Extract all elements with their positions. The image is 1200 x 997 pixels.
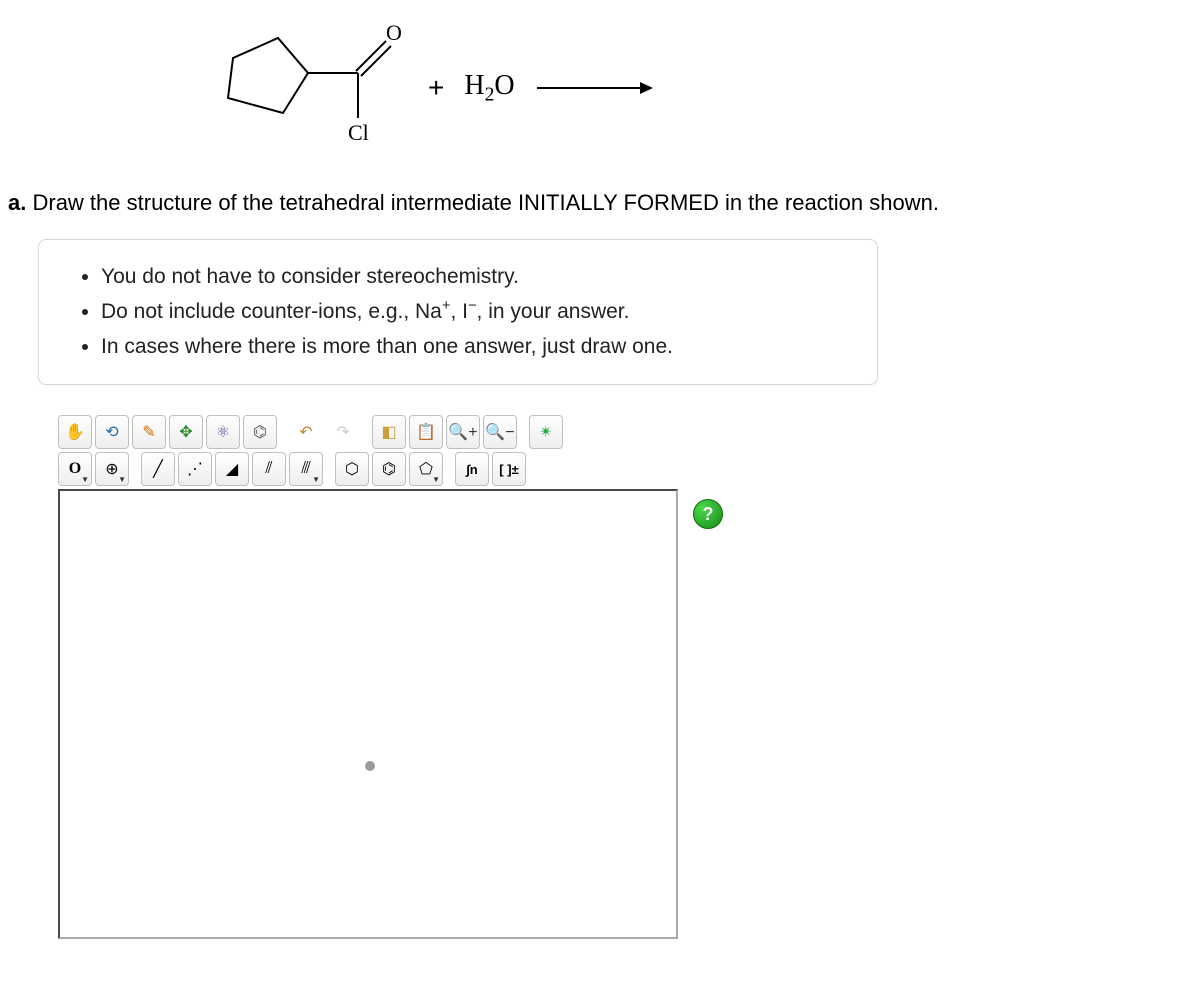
triple-line-tool[interactable]: ⫻▼ <box>289 452 323 486</box>
prompt-text: Draw the structure of the tetrahedral in… <box>32 190 938 215</box>
dropdown-caret-icon: ▼ <box>81 475 89 484</box>
part-label: a. <box>8 190 26 215</box>
ring-tool-pent-icon: ⬠ <box>419 459 433 479</box>
redo-button-icon: ↷ <box>336 422 349 442</box>
question-prompt: a. Draw the structure of the tetrahedral… <box>8 188 1192 219</box>
structure-editor: ✋⟲✎✥⚛⌬↶↷◧📋🔍+🔍−✴ O▼⊕▼╱⋰◢⫽⫻▼⬡⌬⬠▼∫n[ ]± ? <box>58 415 758 939</box>
canvas-center-dot <box>365 761 375 771</box>
chain-tool[interactable]: ∫n <box>455 452 489 486</box>
dotted-bond-tool-icon: ⋰ <box>187 459 203 479</box>
solvent-label: H2O <box>464 70 514 107</box>
undo-button-icon: ↶ <box>299 422 312 442</box>
reaction-arrow <box>535 78 655 98</box>
hint-box: You do not have to consider stereochemis… <box>38 239 878 385</box>
move-tool[interactable]: ✥ <box>169 415 203 449</box>
paste-tool-icon: 📋 <box>416 422 436 442</box>
fragment-tool-icon: ⌬ <box>253 422 267 442</box>
dropdown-caret-icon: ▼ <box>432 475 440 484</box>
wedge-bond-tool[interactable]: ◢ <box>215 452 249 486</box>
hand-tool[interactable]: ✋ <box>58 415 92 449</box>
zoom-in-button[interactable]: 🔍+ <box>446 415 480 449</box>
zoom-in-button-icon: 🔍+ <box>448 422 477 442</box>
style-tool-icon: ✴ <box>539 422 552 442</box>
reaction-scheme: O Cl + H2O <box>8 8 1192 178</box>
bracket-tool-icon: [ ]± <box>499 462 518 477</box>
toolbar-row-1: ✋ ⟲ ✎ ✥ ⚛ ⌬ ↶ ↷ ◧ 📋 🔍+ 🔍− ✴ <box>58 415 758 449</box>
pencil-tool[interactable]: ✎ <box>132 415 166 449</box>
ring-tool-hex-icon: ⬡ <box>345 459 359 479</box>
move-tool-icon: ✥ <box>179 422 192 442</box>
ring-tool-pent[interactable]: ⬠▼ <box>409 452 443 486</box>
redo-button[interactable]: ↷ <box>326 415 360 449</box>
dropdown-caret-icon: ▼ <box>312 475 320 484</box>
zoom-out-button-icon: 🔍− <box>485 422 514 442</box>
ring-tool-benz[interactable]: ⌬ <box>372 452 406 486</box>
triple-line-tool-icon: ⫻ <box>301 460 311 478</box>
paste-tool[interactable]: 📋 <box>409 415 443 449</box>
reactant-structure: O Cl <box>208 18 408 158</box>
fragment-tool[interactable]: ⌬ <box>243 415 277 449</box>
hand-tool-icon: ✋ <box>65 422 85 442</box>
hint-item: Do not include counter-ions, e.g., Na+, … <box>101 296 859 327</box>
chlorine-label: Cl <box>348 120 369 145</box>
drawing-canvas[interactable] <box>58 489 678 939</box>
plus-sign: + <box>428 72 444 104</box>
bracket-tool[interactable]: [ ]± <box>492 452 526 486</box>
atom-picker-icon: O <box>69 460 81 478</box>
oxygen-label: O <box>386 20 402 45</box>
charge-picker-icon: ⊕ <box>105 459 118 479</box>
help-label: ? <box>703 504 714 525</box>
undo-button[interactable]: ↶ <box>289 415 323 449</box>
single-bond-tool[interactable]: ╱ <box>141 452 175 486</box>
atom-picker[interactable]: O▼ <box>58 452 92 486</box>
hint-item: In cases where there is more than one an… <box>101 332 859 362</box>
wedge-bond-tool-icon: ◢ <box>226 459 238 479</box>
chain-tool-icon: ∫n <box>466 462 478 477</box>
template-tool[interactable]: ⚛ <box>206 415 240 449</box>
lasso-tool-icon: ⟲ <box>105 422 118 442</box>
template-tool-icon: ⚛ <box>216 422 230 442</box>
cube-tool-icon: ◧ <box>381 422 396 442</box>
double-line-tool-icon: ⫽ <box>265 460 272 478</box>
ring-tool-benz-icon: ⌬ <box>382 459 396 479</box>
dotted-bond-tool[interactable]: ⋰ <box>178 452 212 486</box>
ring-tool-hex[interactable]: ⬡ <box>335 452 369 486</box>
zoom-out-button[interactable]: 🔍− <box>483 415 517 449</box>
hint-item: You do not have to consider stereochemis… <box>101 262 859 292</box>
lasso-tool[interactable]: ⟲ <box>95 415 129 449</box>
cube-tool[interactable]: ◧ <box>372 415 406 449</box>
pencil-tool-icon: ✎ <box>142 422 155 442</box>
help-button[interactable]: ? <box>693 499 723 529</box>
dropdown-caret-icon: ▼ <box>118 475 126 484</box>
single-bond-tool-icon: ╱ <box>153 459 163 479</box>
double-line-tool[interactable]: ⫽ <box>252 452 286 486</box>
toolbar-row-2: O▼⊕▼╱⋰◢⫽⫻▼⬡⌬⬠▼∫n[ ]± <box>58 452 758 486</box>
charge-picker[interactable]: ⊕▼ <box>95 452 129 486</box>
style-tool[interactable]: ✴ <box>529 415 563 449</box>
